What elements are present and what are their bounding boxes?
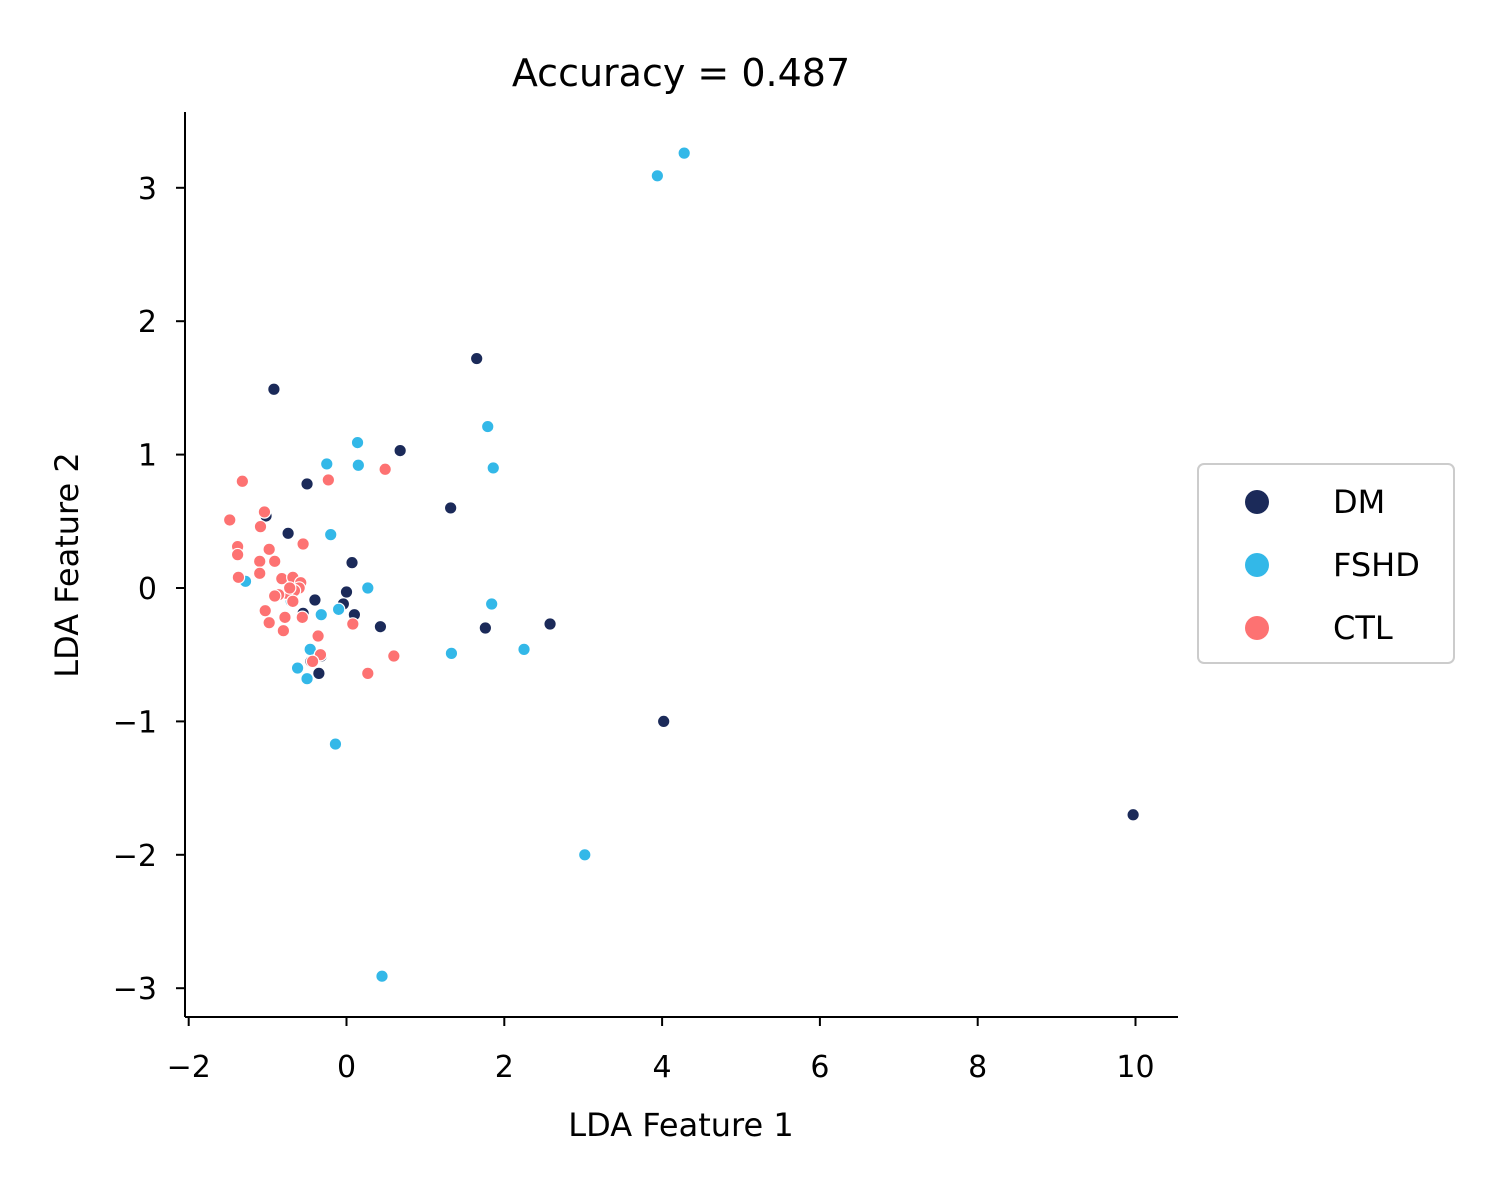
- legend-frame: [1197, 463, 1455, 664]
- point-dm: [543, 617, 557, 631]
- point-fshd: [328, 737, 343, 751]
- point-ctl: [235, 474, 250, 489]
- series-ctl: [222, 462, 401, 681]
- point-dm: [373, 619, 388, 634]
- x-axis-label: LDA Feature 1: [568, 1106, 793, 1144]
- point-fshd: [517, 642, 531, 657]
- chart-title: Accuracy = 0.487: [512, 51, 850, 95]
- point-ctl: [387, 649, 401, 663]
- legend-label-fshd: FSHD: [1333, 546, 1420, 584]
- y-tick-label: 2: [138, 305, 157, 340]
- legend: DM FSHD CTL: [1197, 463, 1455, 664]
- point-ctl: [230, 547, 245, 562]
- point-ctl: [286, 594, 300, 609]
- point-ctl: [257, 505, 272, 519]
- x-tick-label: 10: [1116, 1050, 1154, 1085]
- point-dm: [656, 714, 671, 729]
- legend-marker-ctl: [1245, 616, 1269, 640]
- point-fshd: [444, 646, 459, 661]
- point-ctl: [296, 537, 310, 551]
- point-dm: [443, 501, 458, 515]
- point-fshd: [323, 527, 338, 542]
- point-fshd: [486, 461, 501, 475]
- point-fshd: [350, 435, 365, 450]
- point-dm: [469, 351, 484, 366]
- y-tick-label: 0: [138, 572, 157, 607]
- point-ctl: [252, 554, 267, 569]
- point-dm: [339, 585, 354, 599]
- point-ctl: [222, 513, 237, 527]
- point-dm: [312, 666, 326, 681]
- x-tick-label: 0: [337, 1050, 356, 1085]
- point-dm: [267, 382, 281, 397]
- point-ctl: [282, 581, 297, 595]
- point-fshd: [361, 581, 375, 595]
- point-ctl: [267, 589, 282, 603]
- point-ctl: [361, 666, 375, 681]
- legend-label-dm: DM: [1333, 483, 1385, 521]
- point-fshd: [375, 969, 389, 983]
- point-fshd: [577, 847, 592, 862]
- legend-marker-fshd: [1245, 553, 1269, 577]
- point-fshd: [480, 419, 495, 434]
- x-tick-label: 2: [495, 1050, 514, 1085]
- point-fshd: [650, 168, 665, 183]
- y-tick-label: −2: [113, 839, 157, 874]
- point-ctl: [278, 610, 292, 625]
- point-fshd: [677, 146, 691, 160]
- point-fshd: [351, 458, 366, 473]
- point-fshd: [314, 607, 329, 622]
- point-dm: [345, 555, 359, 570]
- y-tick-label: −3: [113, 972, 157, 1007]
- point-ctl: [258, 603, 273, 618]
- point-ctl: [231, 570, 246, 585]
- point-ctl: [305, 654, 320, 669]
- x-axis-ticks: −2 0 2 4 6 8 10: [167, 1017, 1155, 1085]
- point-ctl: [321, 473, 336, 487]
- x-tick-label: 6: [810, 1050, 829, 1085]
- legend-label-ctl: CTL: [1333, 609, 1393, 647]
- y-tick-label: 3: [138, 172, 157, 207]
- legend-marker-dm: [1245, 490, 1269, 514]
- series-dm: [259, 351, 1140, 822]
- point-fshd: [319, 457, 334, 471]
- x-tick-label: 8: [968, 1050, 987, 1085]
- point-dm: [308, 593, 322, 607]
- point-ctl: [252, 566, 267, 581]
- point-fshd: [484, 597, 499, 611]
- y-tick-label: −1: [113, 705, 157, 740]
- point-ctl: [276, 623, 291, 638]
- point-fshd: [300, 671, 314, 686]
- point-dm: [1126, 807, 1140, 822]
- point-fshd: [290, 661, 305, 675]
- y-axis-label: LDA Feature 2: [48, 452, 86, 677]
- point-ctl: [378, 462, 392, 477]
- x-tick-label: −2: [167, 1050, 211, 1085]
- point-dm: [281, 526, 295, 541]
- point-fshd: [331, 602, 346, 617]
- point-dm: [300, 477, 314, 491]
- point-ctl: [267, 554, 282, 569]
- point-dm: [478, 621, 493, 635]
- y-tick-label: 1: [138, 439, 157, 474]
- point-ctl: [346, 617, 360, 631]
- point-dm: [393, 443, 407, 458]
- plot-area: [222, 146, 1140, 983]
- point-ctl: [311, 629, 325, 643]
- point-ctl: [295, 610, 310, 625]
- y-axis-ticks: −3 −2 −1 0 1 2 3: [113, 172, 185, 1007]
- point-ctl: [253, 519, 268, 534]
- series-fshd: [238, 146, 691, 983]
- x-tick-label: 4: [653, 1050, 672, 1085]
- point-ctl: [262, 615, 276, 630]
- point-ctl: [262, 542, 276, 557]
